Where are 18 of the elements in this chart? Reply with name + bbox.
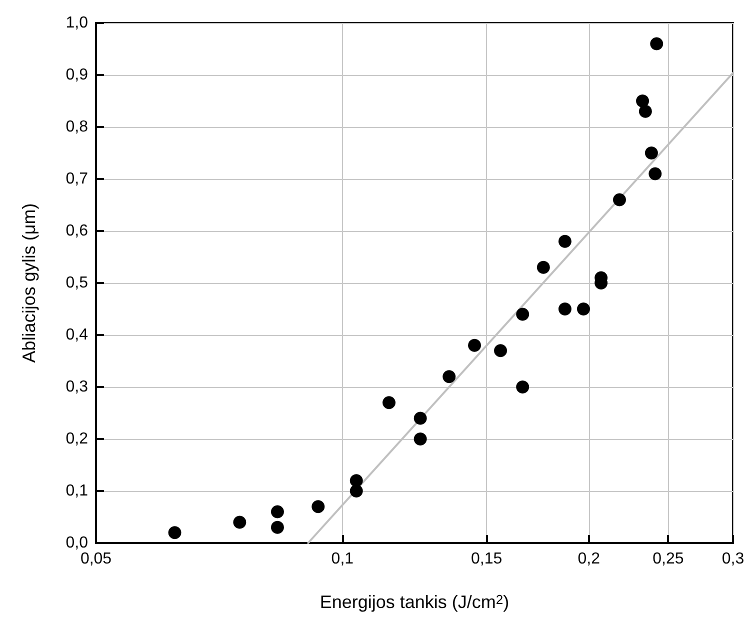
y-tick-label: 0,4	[66, 326, 88, 344]
x-tick-label: 0,1	[331, 550, 354, 568]
x-tick-label: 0,3	[722, 550, 744, 568]
y-tick-label: 0,6	[66, 222, 88, 240]
x-tick-label: 0,2	[578, 550, 600, 568]
x-tick-label: 0,05	[80, 550, 112, 568]
y-tick-label: 0,7	[66, 170, 88, 188]
y-tick-label: 0,3	[66, 378, 88, 396]
y-axis-title: Abliacijos gylis (μm)	[19, 203, 39, 363]
x-tick-label: 0,25	[652, 550, 684, 568]
y-tick-label: 0,2	[66, 430, 88, 448]
y-tick-label: 0,9	[66, 66, 88, 84]
y-tick-label: 0,8	[66, 118, 88, 136]
y-tick-label: 1,0	[66, 14, 88, 32]
y-tick-label: 0,0	[66, 534, 88, 552]
y-tick-label: 0,1	[66, 482, 88, 500]
y-tick-label: 0,5	[66, 274, 88, 292]
x-tick-label: 0,15	[471, 550, 502, 568]
